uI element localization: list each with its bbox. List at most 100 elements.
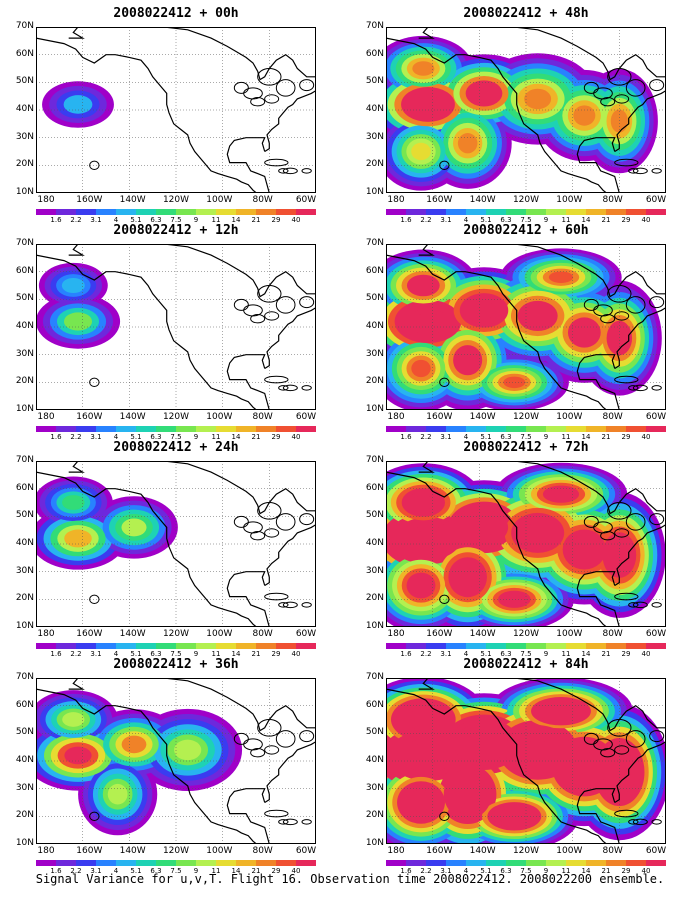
variance-contour xyxy=(471,301,497,320)
colorbar xyxy=(386,860,666,866)
longitude-tick-label: 180 xyxy=(37,412,55,422)
colorbar-swatch xyxy=(236,860,256,866)
panel-title: 2008022412 + 60h xyxy=(463,223,589,238)
colorbar-label: 40 xyxy=(291,650,301,658)
colorbar-label: 3.1 xyxy=(440,433,452,441)
lake-or-island-outline xyxy=(89,377,100,387)
colorbar-label: 40 xyxy=(641,867,651,875)
latitude-tick-label: 20N xyxy=(365,810,384,821)
colorbar-swatch xyxy=(256,860,276,866)
forecast-panel: 2008022412 + 12h 70N 60N 50N 40N 30N 20N 10N 180… xyxy=(0,223,330,441)
colorbar-label: 2.2 xyxy=(70,216,82,224)
longitude-tick-label: 80W xyxy=(252,412,273,422)
coastline xyxy=(386,471,608,627)
colorbar-label: 5.1 xyxy=(130,867,142,875)
lake-or-island-outline xyxy=(257,68,282,86)
variance-field xyxy=(386,462,666,627)
variance-contour xyxy=(63,312,93,331)
lake-or-island-outline xyxy=(275,79,296,97)
lake-or-island-outline xyxy=(625,513,646,531)
colorbar-swatch xyxy=(466,860,486,866)
colorbar-swatch xyxy=(526,643,546,649)
coastline xyxy=(226,137,270,193)
lake-or-island-outline xyxy=(264,158,289,167)
colorbar-label: 9 xyxy=(193,650,199,658)
colorbar-swatch xyxy=(296,209,316,215)
longitude-tick-label: 180 xyxy=(387,846,405,856)
variance-contour xyxy=(107,783,128,805)
longitude-tick-label: 60W xyxy=(645,195,667,205)
latitude-tick-label: 10N xyxy=(15,187,34,197)
latitude-tick-label: 30N xyxy=(15,565,34,576)
colorbar-swatch xyxy=(296,426,316,432)
latitude-tick-label: 30N xyxy=(365,782,384,793)
lake-or-island-outline xyxy=(583,732,599,745)
latitude-tick-label: 60N xyxy=(365,482,384,493)
colorbar-label: 29 xyxy=(621,216,631,224)
coastline xyxy=(576,571,620,627)
longitude-tick-label: 60W xyxy=(295,195,317,205)
colorbar-swatch xyxy=(506,426,526,432)
colorbar-swatch xyxy=(526,426,546,432)
colorbar-label: 9 xyxy=(543,867,549,875)
colorbar-label: 9 xyxy=(193,867,199,875)
colorbar-swatch xyxy=(276,860,296,866)
map-svg xyxy=(386,678,666,844)
forecast-panel: 2008022412 + 72h 70N 60N 50N 40N 30N 20N 10N 180… xyxy=(350,440,680,658)
colorbar-label: 29 xyxy=(271,650,281,658)
lake-or-island-outline xyxy=(614,745,630,755)
colorbar-swatch xyxy=(216,860,236,866)
colorbar-swatch xyxy=(446,426,466,432)
coastline xyxy=(418,678,435,690)
colorbar-label: 7.5 xyxy=(520,433,532,441)
colorbar-label: 2.2 xyxy=(420,650,432,658)
lake-or-island-outline xyxy=(278,602,289,608)
colorbar-label: 2.2 xyxy=(70,867,82,875)
coastlines xyxy=(386,678,666,844)
coastline xyxy=(264,524,316,587)
colorbar-swatch xyxy=(486,209,506,215)
colorbar-swatch xyxy=(626,860,646,866)
coastline xyxy=(226,354,270,410)
lake-or-island-outline xyxy=(607,502,632,520)
map-plot xyxy=(36,27,316,193)
lake-or-island-outline xyxy=(264,809,289,818)
latitude-tick-label: 70N xyxy=(15,238,34,248)
colorbar-label: 1.6 xyxy=(400,216,412,224)
variance-contour xyxy=(610,760,628,784)
lake-or-island-outline xyxy=(632,167,648,175)
lake-or-island-outline xyxy=(651,819,662,825)
variance-contour xyxy=(471,84,497,103)
lake-or-island-outline xyxy=(614,311,630,321)
colorbar-label: 11 xyxy=(211,433,221,441)
colorbar-label: 14 xyxy=(231,216,241,224)
forecast-panel: 2008022412 + 48h 70N 60N 50N 40N 30N 20N 10N 180… xyxy=(350,6,680,224)
coastline xyxy=(36,37,258,193)
colorbar-label: 21 xyxy=(251,650,261,658)
colorbar xyxy=(386,209,666,215)
colorbar-label: 9 xyxy=(193,433,199,441)
colorbar-swatch xyxy=(586,426,606,432)
longitude-tick-label: 100W xyxy=(556,412,583,422)
longitude-tick-label: 160W xyxy=(76,629,103,639)
longitude-tick-label: 100W xyxy=(556,629,583,639)
colorbar-swatch xyxy=(586,643,606,649)
colorbar-swatch xyxy=(276,426,296,432)
variance-contour xyxy=(63,95,93,114)
colorbar-label: 11 xyxy=(561,867,571,875)
coastline xyxy=(614,524,666,587)
colorbar-swatch xyxy=(276,643,296,649)
colorbar-swatch xyxy=(116,426,136,432)
longitude-tick-label: 160W xyxy=(426,846,453,856)
lake-or-island-outline xyxy=(649,513,665,526)
colorbar-swatch xyxy=(546,643,566,649)
variance-contour xyxy=(524,522,551,543)
colorbar-swatch xyxy=(646,860,666,866)
variance-contour xyxy=(414,746,442,764)
colorbar-labels: 1.6 2.2 3.1 4 5.1 6.3 7.5 9 11 14 21 29 40 xyxy=(36,433,316,442)
latitude-tick-label: 50N xyxy=(15,727,34,738)
lake-or-island-outline xyxy=(651,602,662,608)
longitude-tick-label: 80W xyxy=(252,629,273,639)
longitude-tick-label: 160W xyxy=(76,412,103,422)
colorbar-swatch xyxy=(626,209,646,215)
